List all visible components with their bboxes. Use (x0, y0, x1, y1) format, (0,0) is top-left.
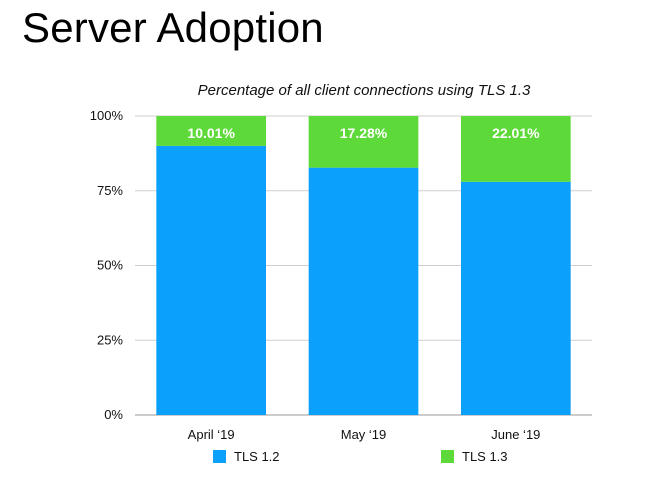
y-tick-label: 75% (97, 183, 123, 198)
x-axis-ticks: April ‘19 May ‘19 June ‘19 (188, 427, 541, 442)
y-tick-label: 50% (97, 258, 123, 273)
y-axis-ticks: 0% 25% 50% 75% 100% (90, 108, 124, 422)
bar-tls-1-3 (308, 116, 419, 168)
legend: TLS 1.2 TLS 1.3 (213, 449, 508, 464)
slide-title: Server Adoption (22, 4, 324, 51)
x-tick-label: June ‘19 (491, 427, 540, 442)
chart-title: Percentage of all client connections usi… (198, 82, 531, 99)
legend-swatch (213, 450, 226, 463)
data-label: 10.01% (187, 125, 235, 141)
x-tick-label: April ‘19 (188, 427, 235, 442)
bar-tls-1-3 (460, 116, 571, 182)
bars (156, 116, 571, 415)
y-tick-label: 0% (104, 407, 123, 422)
bar-tls-1-2 (460, 181, 571, 415)
legend-label: TLS 1.3 (462, 449, 508, 464)
y-tick-label: 25% (97, 332, 123, 347)
legend-label: TLS 1.2 (234, 449, 280, 464)
y-tick-label: 100% (90, 108, 124, 123)
bar-tls-1-3 (156, 116, 267, 146)
x-tick-label: May ‘19 (341, 427, 387, 442)
legend-swatch (441, 450, 454, 463)
data-label: 17.28% (340, 125, 388, 141)
data-label: 22.01% (492, 125, 540, 141)
data-labels: 10.01% 17.28% 22.01% (187, 125, 540, 141)
bar-tls-1-2 (308, 167, 419, 415)
bar-tls-1-2 (156, 145, 267, 415)
